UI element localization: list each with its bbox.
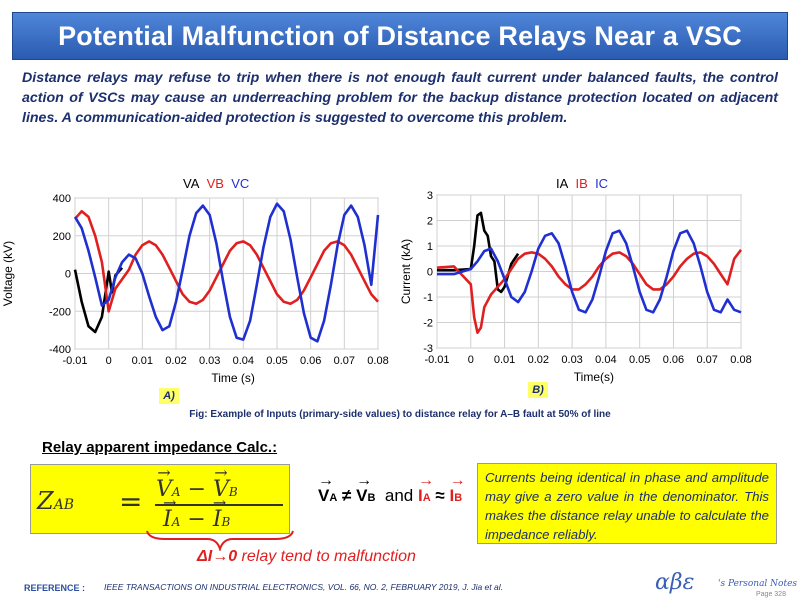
- vector-relation: VA ≠ VB and IA ≈ IB: [318, 472, 462, 506]
- formula-box: ZAB = VA − VB IA − IB: [30, 463, 290, 534]
- series-1-IA: [437, 211, 520, 294]
- series-0-VB: [74, 209, 379, 313]
- x-tick-0-9: 0.08: [367, 355, 388, 367]
- reference-label: REFERENCE :: [24, 583, 86, 593]
- relay-heading: Relay apparent impedance Calc.:: [42, 439, 278, 456]
- x-tick-1-8: 0.07: [697, 354, 718, 366]
- x-axis-label-0: Time (s): [211, 371, 255, 385]
- x-tick-0-6: 0.05: [266, 355, 287, 367]
- y-tick-1-1: 2: [427, 216, 433, 228]
- x-tick-0-3: 0.02: [165, 355, 186, 367]
- legend-va: VA: [183, 176, 200, 191]
- y-tick-0-4: -400: [49, 344, 71, 356]
- legend-vb: VB: [206, 176, 224, 191]
- series-0-VC: [73, 202, 380, 343]
- y-axis-label-0: Voltage (kV): [1, 241, 15, 306]
- legend-ib: IB: [575, 176, 588, 191]
- x-tick-0-8: 0.07: [334, 355, 355, 367]
- formula-equals: =: [119, 485, 143, 518]
- legend-ic: IC: [595, 176, 609, 191]
- y-tick-0-0: 400: [53, 193, 71, 205]
- denominator-brace: [146, 530, 294, 551]
- x-tick-1-9: 0.08: [730, 354, 751, 366]
- current-chart: -0.01 0 0.01 0.02 0.03 0.04 0.05 0.06 0.07 0.08 3 2…: [399, 190, 752, 384]
- x-tick-1-2: 0.01: [494, 354, 515, 366]
- x-tick-1-3: 0.02: [528, 354, 549, 366]
- y-tick-0-2: 0: [65, 269, 71, 281]
- formula-denominator: IA − IB: [163, 493, 230, 532]
- series-1-IC: [437, 229, 742, 314]
- chart-b-legend: IA IB IC: [556, 176, 608, 191]
- y-tick-1-4: -1: [423, 292, 433, 304]
- y-tick-1-6: -3: [423, 343, 433, 355]
- x-tick-1-0: -0.01: [424, 354, 449, 366]
- page-number: Page 328: [756, 591, 786, 598]
- formula-lhs: ZAB: [37, 487, 75, 515]
- y-tick-1-5: -2: [423, 318, 433, 330]
- brand-suffix: 's Personal Notes: [718, 579, 798, 589]
- y-tick-1-2: 1: [427, 241, 433, 253]
- voltage-chart: -0.01 0 0.01 0.02 0.03 0.04 0.05 0.06 0.07 0.08 40…: [1, 193, 389, 385]
- y-tick-1-0: 3: [427, 190, 433, 202]
- x-tick-1-4: 0.03: [561, 354, 582, 366]
- legend-vc: VC: [231, 176, 250, 191]
- x-tick-0-2: 0.01: [132, 355, 153, 367]
- x-tick-1-1: 0: [468, 354, 474, 366]
- y-tick-0-1: 200: [53, 231, 71, 243]
- x-tick-1-5: 0.04: [595, 354, 616, 366]
- reference-text: IEEE TRANSACTIONS ON INDUSTRIAL ELECTRON…: [104, 582, 503, 592]
- x-tick-0-7: 0.06: [300, 355, 321, 367]
- chart-a-label: A): [159, 388, 179, 404]
- figure-caption: Fig: Example of Inputs (primary-side val…: [189, 409, 611, 420]
- x-tick-0-5: 0.04: [233, 355, 254, 367]
- brand-logo: αβε: [655, 570, 695, 595]
- intro-paragraph: Distance relays may refuse to trip when …: [22, 70, 778, 126]
- x-tick-0-0: -0.01: [62, 355, 87, 367]
- x-tick-0-1: 0: [106, 355, 112, 367]
- title-bar: Potential Malfunction of Distance Relays…: [12, 12, 788, 60]
- x-tick-1-7: 0.06: [663, 354, 684, 366]
- x-tick-1-6: 0.05: [629, 354, 650, 366]
- y-tick-1-3: 0: [427, 267, 433, 279]
- chart-b-label: B): [528, 382, 548, 398]
- series-1-IB: [436, 249, 743, 334]
- legend-ia: IA: [556, 176, 569, 191]
- y-tick-0-3: -200: [49, 306, 71, 318]
- page-title: Potential Malfunction of Distance Relays…: [58, 20, 742, 51]
- malfunction-note: ΔI→0 relay tend to malfunction: [197, 548, 416, 565]
- note-box: Currents being identical in phase and am…: [477, 463, 777, 544]
- x-axis-label-1: Time(s): [574, 370, 614, 384]
- chart-a-legend: VA VB VC: [183, 176, 249, 191]
- x-tick-0-4: 0.03: [199, 355, 220, 367]
- y-axis-label-1: Current (kA): [399, 239, 413, 304]
